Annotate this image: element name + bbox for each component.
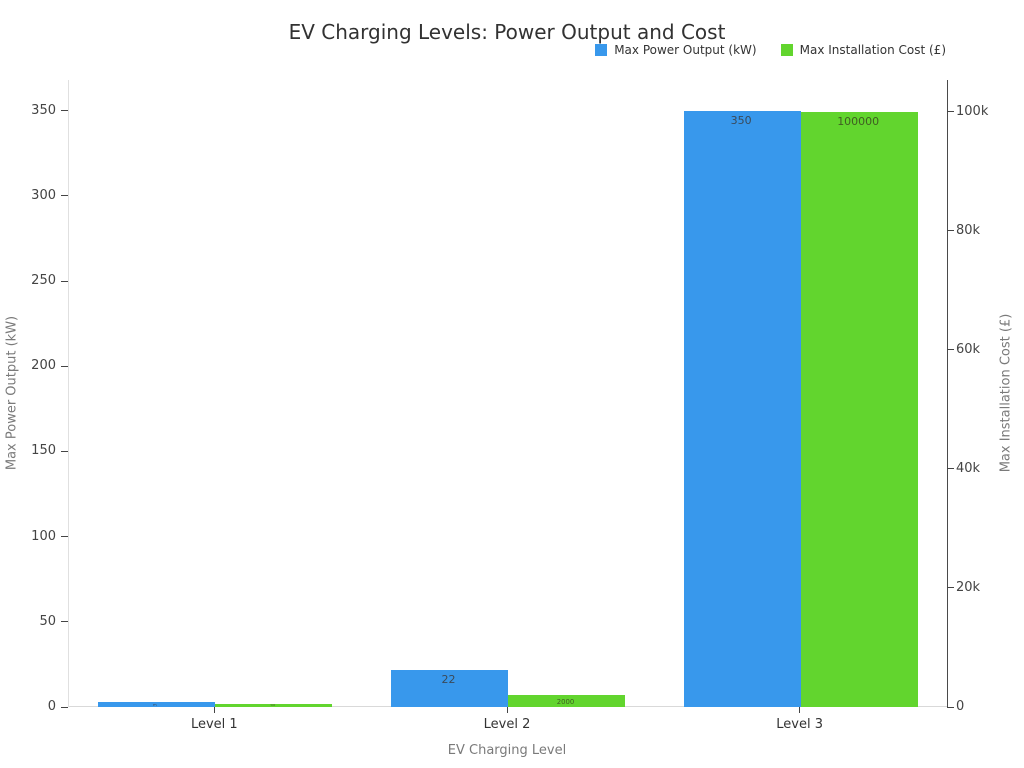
legend-item-power[interactable]: Max Power Output (kW) <box>595 43 757 57</box>
legend-item-label: Max Power Output (kW) <box>614 43 757 57</box>
left-axis-tick <box>61 621 68 623</box>
legend-item-cost[interactable]: Max Installation Cost (£) <box>780 43 946 57</box>
x-axis-category-label: Level 2 <box>483 717 531 732</box>
legend-swatch-icon <box>780 44 793 56</box>
right-axis-tick <box>947 706 954 708</box>
plot-area[interactable] <box>68 80 948 707</box>
right-axis-tick <box>947 587 954 589</box>
right-axis-tick-label: 80k <box>956 222 981 238</box>
left-axis-tick <box>61 195 68 197</box>
x-axis-tick <box>799 707 801 713</box>
x-axis-tick <box>506 707 508 713</box>
left-axis-tick <box>61 110 68 112</box>
bar-level-3-cost[interactable] <box>800 111 918 707</box>
legend-item-label: Max Installation Cost (£) <box>799 43 946 57</box>
right-axis-tick <box>947 468 954 470</box>
left-axis-tick-label: 0 <box>47 699 56 714</box>
right-axis-tick-label: 40k <box>956 460 981 476</box>
bar-level-1-power[interactable] <box>98 701 216 707</box>
left-axis-tick-label: 300 <box>31 187 56 203</box>
left-axis-tick-label: 200 <box>31 358 56 374</box>
left-axis-tick-label: 150 <box>31 443 56 459</box>
right-axis-tick-label: 100k <box>956 103 989 119</box>
bar-level-2-power[interactable] <box>390 669 508 707</box>
left-axis-tick-label: 50 <box>39 613 56 629</box>
bar-level-1-cost[interactable] <box>215 704 333 707</box>
x-axis-title: EV Charging Level <box>447 743 567 758</box>
right-axis-tick <box>947 230 954 232</box>
bar-level-3-power[interactable] <box>683 110 801 707</box>
x-axis-tick <box>213 707 215 713</box>
legend: Max Power Output (kW) Max Installation Co… <box>595 43 946 57</box>
right-axis-tick-label: 60k <box>956 341 981 357</box>
x-axis-category-label: Level 1 <box>190 717 238 732</box>
left-axis-title: Max Power Output (kW) <box>4 315 20 471</box>
right-axis-title: Max Installation Cost (£) <box>998 313 1014 473</box>
left-axis-tick-label: 350 <box>31 102 56 118</box>
left-axis-tick-label: 100 <box>31 528 56 544</box>
legend-swatch-icon <box>595 44 608 56</box>
left-axis-tick-label: 250 <box>31 273 56 289</box>
left-axis-tick <box>61 536 68 538</box>
left-axis-tick <box>61 450 68 452</box>
left-axis-tick <box>61 706 68 708</box>
right-axis-tick-label: 20k <box>956 579 981 595</box>
chart-title: EV Charging Levels: Power Output and Cos… <box>288 20 726 44</box>
left-axis-tick <box>61 280 68 282</box>
left-axis-tick <box>61 365 68 367</box>
right-axis-tick <box>947 349 954 351</box>
bar-level-2-cost[interactable] <box>508 695 626 707</box>
x-axis-category-label: Level 3 <box>776 717 824 732</box>
right-axis-tick <box>947 111 954 113</box>
right-axis-tick-label: 0 <box>956 699 965 714</box>
